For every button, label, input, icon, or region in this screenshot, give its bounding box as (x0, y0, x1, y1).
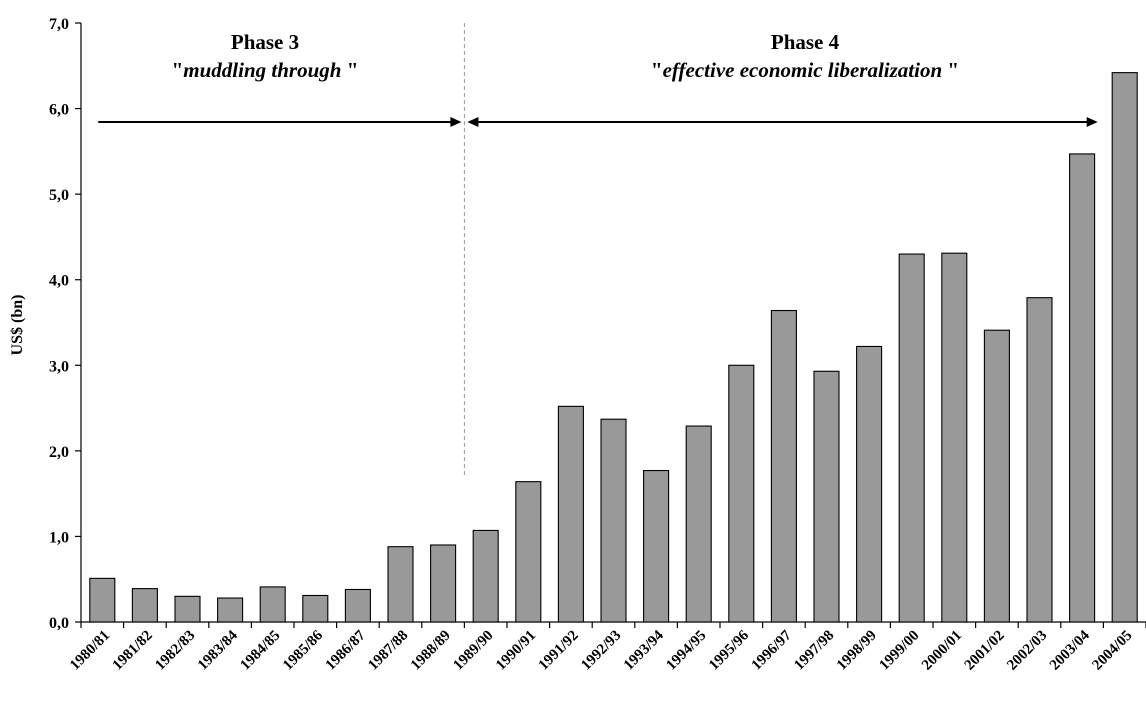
x-tick-label: 1991/92 (536, 628, 582, 674)
bar-2002-03 (1026, 297, 1053, 623)
x-tick-label: 2000/01 (919, 628, 965, 674)
x-tick-label: 1980/81 (67, 628, 113, 674)
bar-2004-05 (1111, 72, 1138, 623)
bar-2003-04 (1069, 153, 1096, 623)
y-axis-label: US$ (bn) (9, 295, 26, 356)
x-tick-label: 1996/97 (749, 627, 795, 673)
x-tick-label: 2001/02 (962, 628, 1008, 674)
bar-1992-93 (600, 418, 627, 623)
y-axis: 0,0 1,0 2,0 3,0 4,0 5,0 6,0 7,0 (49, 16, 82, 632)
y-tick-label: 7,0 (49, 16, 69, 33)
x-tick-label: 2004/05 (1089, 628, 1135, 674)
x-tick-label: 1988/89 (408, 628, 454, 674)
bar-1986-87 (344, 588, 371, 623)
phase-4-arrowhead-left (467, 117, 479, 127)
bar-1984-85 (259, 586, 286, 623)
x-tick-label: 1987/88 (365, 628, 411, 674)
phase-4-arrowhead-right (1086, 117, 1098, 127)
y-tick-label: 0,0 (49, 615, 69, 632)
x-tick-label: 1995/96 (706, 627, 752, 673)
x-tick-label: 1999/00 (876, 628, 922, 674)
phase-3-subtitle: "muddling through " (171, 58, 359, 82)
bar-1999-00 (898, 253, 925, 623)
bar-1996-97 (770, 309, 797, 623)
y-tick-label: 4,0 (49, 273, 69, 290)
bar-1993-94 (643, 469, 670, 623)
x-tick-label: 1994/95 (663, 628, 709, 674)
x-tick-label: 1993/94 (621, 627, 667, 673)
bar-1987-88 (387, 546, 414, 623)
x-tick-label: 1982/83 (152, 628, 198, 674)
bar-1989-90 (472, 529, 499, 623)
x-tick-label: 1990/91 (493, 628, 539, 674)
bar-1988-89 (430, 544, 457, 623)
x-tick-label: 1997/98 (791, 628, 837, 674)
x-tick-label: 2003/04 (1047, 627, 1093, 673)
phase-4-title: Phase 4 (770, 30, 840, 54)
y-tick-label: 2,0 (49, 444, 69, 461)
y-tick-label: 6,0 (49, 102, 69, 119)
x-tick-label: 2002/03 (1004, 628, 1050, 674)
phase-4-subtitle: "effective economic liberalization " (650, 58, 960, 82)
bars (89, 72, 1138, 623)
annotations (98, 23, 1098, 475)
x-tick-label: 1998/99 (834, 628, 880, 674)
x-axis: 1980/811981/821982/831983/841984/851985/… (67, 621, 1146, 674)
phase-4-subtitle-text: effective economic liberalization (662, 58, 943, 82)
x-tick-label: 1981/82 (110, 628, 156, 674)
x-tick-label: 1985/86 (280, 627, 326, 673)
bar-1994-95 (685, 425, 712, 623)
bar-1981-82 (131, 588, 158, 623)
x-tick-label: 1983/84 (195, 627, 241, 673)
bar-1982-83 (174, 595, 201, 623)
x-tick-label: 1984/85 (237, 628, 283, 674)
bar-2001-02 (983, 329, 1010, 623)
x-tick-label: 1986/87 (323, 627, 369, 673)
bar-1990-91 (515, 481, 542, 623)
bar-1998-99 (856, 345, 883, 623)
x-tick-label: 1989/90 (450, 628, 496, 674)
y-tick-label: 3,0 (49, 358, 69, 375)
bar-1980-81 (89, 577, 116, 623)
phase-3-arrowhead (450, 117, 462, 127)
phase-3-subtitle-text: muddling through (183, 58, 342, 82)
x-tick-label: 1992/93 (578, 628, 624, 674)
y-tick-label: 1,0 (49, 529, 69, 546)
y-tick-label: 5,0 (49, 187, 69, 204)
bar-1997-98 (813, 370, 840, 623)
bar-2000-01 (941, 252, 968, 623)
bar-1983-84 (217, 597, 244, 623)
bar-1985-86 (302, 594, 329, 623)
bar-1995-96 (728, 364, 755, 623)
bar-1991-92 (557, 405, 584, 623)
phase-3-title: Phase 3 (230, 30, 300, 54)
